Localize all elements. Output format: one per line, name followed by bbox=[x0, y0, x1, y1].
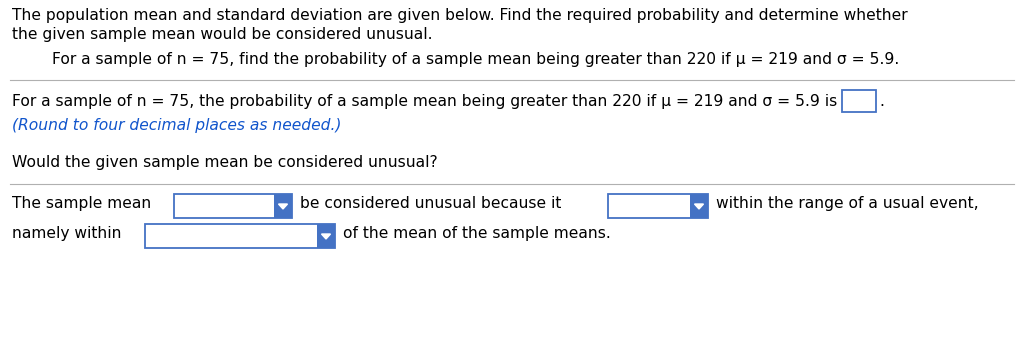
Text: The population mean and standard deviation are given below. Find the required pr: The population mean and standard deviati… bbox=[12, 8, 907, 23]
Text: For a sample of n = 75, find the probability of a sample mean being greater than: For a sample of n = 75, find the probabi… bbox=[52, 52, 899, 67]
Text: the given sample mean would be considered unusual.: the given sample mean would be considere… bbox=[12, 27, 432, 42]
Bar bbox=[274, 194, 292, 218]
Bar bbox=[174, 194, 292, 218]
Bar bbox=[608, 194, 708, 218]
Bar bbox=[317, 224, 335, 248]
Text: namely within: namely within bbox=[12, 226, 122, 241]
Text: of the mean of the sample means.: of the mean of the sample means. bbox=[343, 226, 610, 241]
Text: Would the given sample mean be considered unusual?: Would the given sample mean be considere… bbox=[12, 155, 437, 170]
Polygon shape bbox=[322, 234, 331, 239]
Text: within the range of a usual event,: within the range of a usual event, bbox=[716, 196, 979, 211]
Polygon shape bbox=[279, 204, 288, 209]
Text: be considered unusual because it: be considered unusual because it bbox=[300, 196, 561, 211]
Text: (Round to four decimal places as needed.): (Round to four decimal places as needed.… bbox=[12, 118, 341, 133]
Bar bbox=[690, 194, 708, 218]
Bar bbox=[145, 224, 335, 248]
Text: .: . bbox=[879, 94, 884, 109]
Polygon shape bbox=[694, 204, 703, 209]
Bar bbox=[842, 90, 876, 112]
Text: For a sample of n = 75, the probability of a sample mean being greater than 220 : For a sample of n = 75, the probability … bbox=[12, 94, 838, 109]
Text: The sample mean: The sample mean bbox=[12, 196, 152, 211]
